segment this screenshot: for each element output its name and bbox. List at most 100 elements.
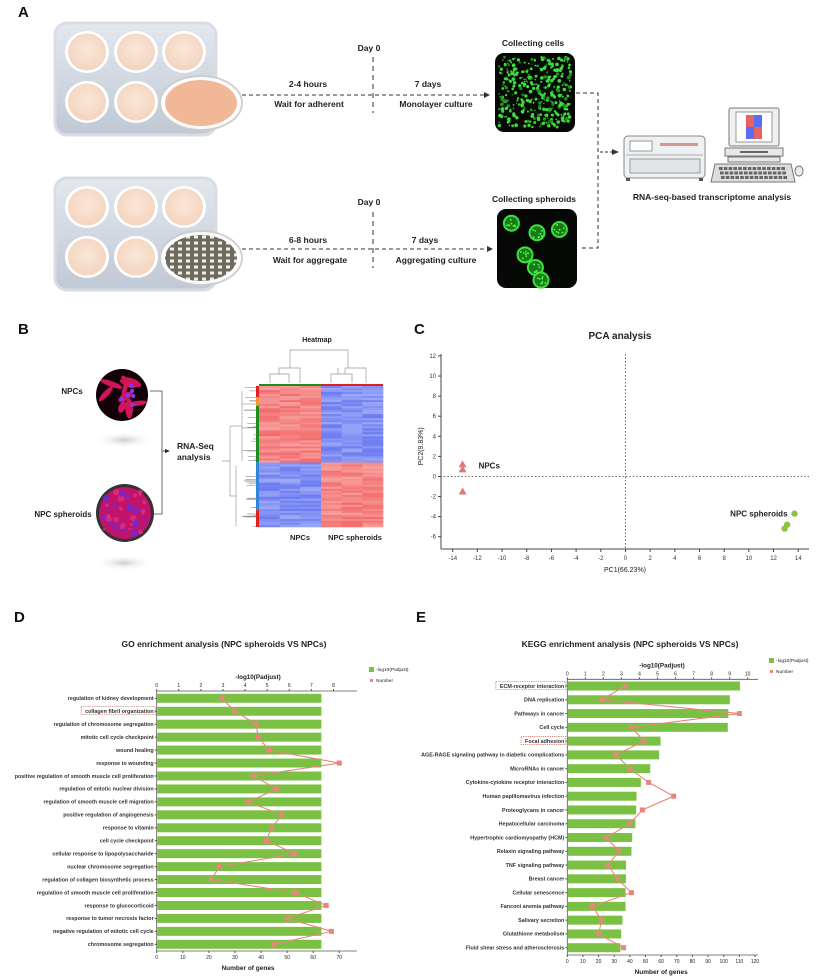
heatmap-cell [341, 402, 363, 405]
well [68, 238, 106, 276]
number-marker [263, 838, 269, 844]
key [759, 176, 763, 179]
heatmap-cell [321, 442, 342, 445]
heatmap-cell [300, 484, 322, 488]
category-label: mitotic cell cycle checkpoint [81, 735, 154, 741]
heatmap-cell [321, 508, 342, 512]
heatmap-cell [259, 486, 280, 490]
number-marker [250, 773, 256, 779]
category-label: regulation of kidney development [68, 696, 154, 702]
cell [510, 61, 513, 64]
heatmap-cell [321, 504, 342, 508]
bottom-tick-label: 20 [206, 955, 212, 961]
number-marker [614, 876, 620, 882]
cell [567, 66, 571, 70]
heatmap-cell [300, 440, 322, 443]
bottom-tick-label: 50 [643, 959, 649, 965]
heatmap-cell [300, 452, 322, 455]
arrow-head [165, 449, 170, 453]
number-marker [599, 917, 605, 923]
cell [558, 228, 561, 231]
cell [542, 107, 545, 110]
bar [157, 693, 322, 703]
y-tick-label: 8 [433, 394, 437, 400]
bar [567, 833, 633, 843]
cell [547, 70, 549, 72]
heatmap-cell [279, 426, 301, 429]
bar [567, 709, 729, 719]
top-tick-label: 3 [222, 683, 225, 689]
cell [540, 56, 543, 59]
heatmap-cell [259, 472, 280, 475]
heatmap-cell [300, 430, 322, 433]
category-label: Proteoglycans in cancer [502, 808, 565, 814]
heatmap-cell [259, 446, 280, 449]
arrow-head [612, 149, 619, 155]
cell [562, 114, 565, 117]
cell [500, 98, 503, 101]
heatmap-cell [321, 478, 342, 481]
heatmap-cell [321, 436, 342, 439]
y-tick-label: 10 [429, 374, 436, 380]
bar [567, 901, 626, 911]
cell [541, 280, 544, 283]
chart-title: KEGG enrichment analysis (NPC spheroids … [522, 639, 739, 649]
key [771, 167, 776, 170]
cell [533, 121, 537, 124]
cell [567, 115, 572, 119]
heatmap-cell [300, 496, 322, 500]
heatmap-cell [279, 464, 301, 467]
cell [548, 119, 550, 122]
heatmap-cell [279, 394, 301, 397]
number-marker [274, 786, 280, 792]
heatmap-cell [300, 466, 322, 469]
cell [544, 113, 549, 118]
heatmap-cell [321, 408, 342, 411]
cell [543, 86, 545, 89]
cell [521, 93, 525, 97]
cell [551, 122, 554, 125]
y-tick-label: 6 [433, 414, 437, 420]
heatmap-cell [259, 478, 280, 481]
heatmap-cell [259, 468, 280, 471]
heatmap-cell [341, 504, 363, 508]
cell [523, 80, 526, 83]
cell [512, 67, 517, 71]
x-tick-label: 10 [746, 556, 753, 562]
series-label-npcs: NPCs [479, 461, 501, 470]
heatmap-cell [300, 398, 322, 401]
heatmap-cell [259, 428, 280, 431]
panel-b: B NPCs NPC spheroids RNA-Seq analysis He… [18, 321, 384, 571]
heatmap-cell [341, 406, 363, 409]
cell [507, 64, 510, 67]
heatmap-cell [300, 514, 322, 518]
heatmap-cell [300, 404, 322, 407]
heatmap-cell [300, 500, 322, 504]
cell [526, 119, 530, 124]
category-label: TNF signaling pathway [506, 863, 565, 869]
group-bar-spheroids [321, 384, 383, 386]
panel-d: D GO enrichment analysis (NPC spheroids … [14, 609, 409, 972]
data-point-spheroids [781, 525, 788, 532]
heatmap-cell [362, 386, 384, 389]
cell [558, 100, 561, 102]
heatmap-cell [300, 448, 322, 451]
well [165, 33, 203, 71]
cell [560, 74, 564, 78]
cell [506, 68, 509, 71]
heatmap-cell [279, 420, 301, 423]
number-marker [255, 734, 261, 740]
cell [522, 82, 527, 86]
cell [544, 282, 547, 284]
cell [561, 95, 564, 98]
heatmap-cell [341, 480, 363, 483]
heatmap-cell [321, 444, 342, 447]
heatmap-cell [341, 396, 363, 399]
heatmap-cell [259, 518, 280, 522]
number-marker [627, 766, 633, 772]
top-tick-label: 3 [620, 671, 623, 677]
bar [157, 732, 322, 742]
heatmap-cell [259, 492, 280, 496]
cell [536, 64, 540, 68]
